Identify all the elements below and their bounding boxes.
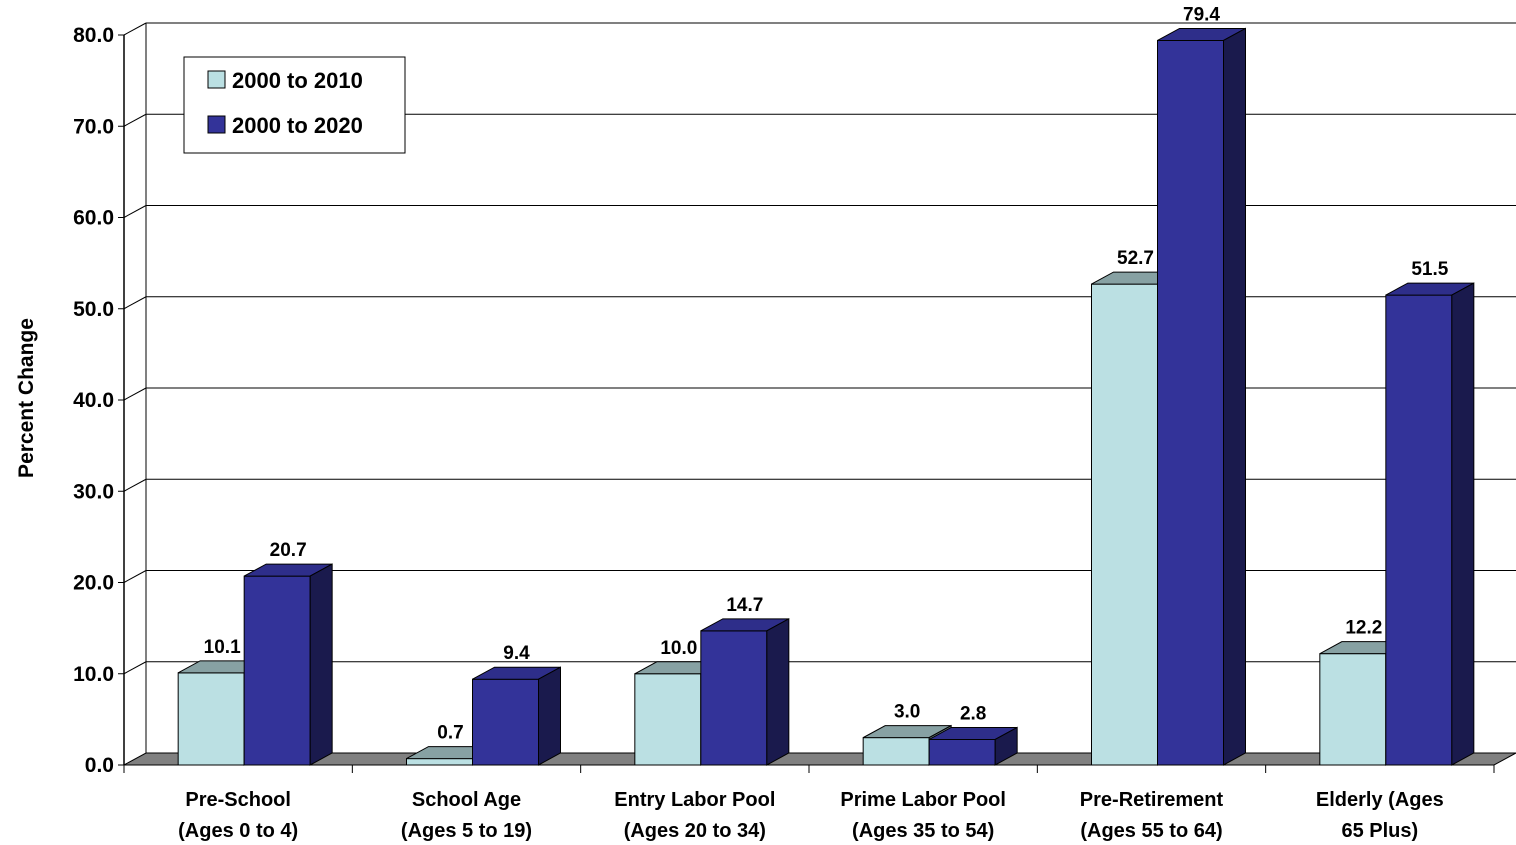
y-tick-label: 80.0 [73, 24, 114, 47]
legend: 2000 to 2010 2000 to 2020 [183, 56, 406, 154]
gridline-side [123, 661, 147, 675]
y-tick-label: 30.0 [73, 480, 114, 503]
x-category-label: School Age [412, 789, 521, 811]
legend-label: 2000 to 2020 [232, 113, 363, 138]
y-axis-label: Percent Change [15, 318, 38, 478]
y-tick-label: 50.0 [73, 298, 114, 321]
x-category-label: (Ages 5 to 19) [401, 820, 532, 842]
bar-front [472, 678, 539, 766]
y-tick-label: 60.0 [73, 207, 114, 230]
data-label: 52.7 [1117, 248, 1154, 269]
y-tick-label: 10.0 [73, 663, 114, 686]
axes [118, 23, 1495, 773]
data-label: 0.7 [437, 723, 463, 744]
gridline-side [123, 113, 147, 127]
bar-side [994, 726, 1018, 766]
bar [1157, 27, 1246, 766]
bar-front [1319, 653, 1387, 766]
data-label: 2.8 [960, 703, 986, 724]
bar-front [243, 575, 311, 766]
gridline-side [123, 570, 147, 583]
x-category-label: (Ages 20 to 34) [624, 820, 766, 842]
x-category-label: Pre-Retirement [1080, 789, 1224, 811]
x-category-label: Pre-School [185, 789, 291, 811]
bar [243, 563, 333, 766]
data-label: 51.5 [1411, 259, 1448, 280]
legend-swatch [207, 70, 226, 89]
y-tick-labels: 0.0 10.0 20.0 30.0 40.0 50.0 60.0 70.0 80.0 [73, 24, 114, 777]
gridline-side [123, 478, 147, 492]
data-label: 10.0 [660, 638, 697, 659]
bar [700, 618, 790, 766]
x-category-label: Elderly (Ages [1316, 789, 1444, 811]
data-label: 79.4 [1183, 4, 1220, 25]
x-category-label: (Ages 0 to 4) [178, 820, 298, 842]
bar-front [1091, 283, 1158, 766]
bar [928, 726, 1018, 766]
bar-side [1223, 27, 1246, 766]
x-category-label: (Ages 55 to 64) [1080, 820, 1222, 842]
x-category-label: (Ages 35 to 54) [852, 820, 994, 842]
legend-label: 2000 to 2010 [232, 68, 363, 93]
y-tick-label: 70.0 [73, 115, 114, 138]
x-category-label: Prime Labor Pool [840, 789, 1006, 811]
x-category-labels: Pre-School (Ages 0 to 4) School Age (Ages 5… [178, 789, 1444, 842]
legend-swatch [207, 115, 226, 134]
bar-side [309, 563, 333, 766]
data-labels: 10.1 20.7 0.7 9.4 10.0 14.7 3.0 2.8 52.7 79.4 12.2… [204, 4, 1449, 743]
bar-front [1157, 39, 1224, 766]
gridline-side [123, 296, 147, 310]
bar-front [928, 738, 996, 766]
bar-side [1451, 282, 1475, 766]
bar-front [1385, 294, 1453, 766]
chart-floor [123, 752, 1516, 766]
data-label: 9.4 [503, 643, 530, 664]
gridline-side [123, 387, 147, 401]
data-label: 14.7 [726, 595, 763, 616]
data-label: 10.1 [204, 637, 241, 658]
bar-front [634, 673, 702, 766]
bar-front [406, 758, 473, 766]
gridline-side [123, 205, 147, 218]
data-label: 3.0 [894, 702, 920, 723]
x-category-label: 65 Plus) [1341, 820, 1418, 842]
bar-front [862, 737, 930, 766]
y-tick-label: 0.0 [85, 754, 114, 777]
bar [1385, 282, 1475, 766]
bar-side [766, 618, 790, 766]
bar [472, 666, 561, 766]
bar-side [538, 666, 561, 766]
gridlines [123, 22, 1516, 675]
bar-front [177, 672, 245, 766]
floor-plane [123, 752, 1516, 766]
y-tick-label: 20.0 [73, 572, 114, 595]
bars [177, 27, 1475, 766]
data-label: 12.2 [1345, 618, 1382, 639]
y-tick-label: 40.0 [73, 389, 114, 412]
x-category-label: Entry Labor Pool [614, 789, 775, 811]
data-label: 20.7 [270, 540, 307, 561]
gridline-side [123, 22, 147, 36]
bar-front [700, 630, 768, 766]
